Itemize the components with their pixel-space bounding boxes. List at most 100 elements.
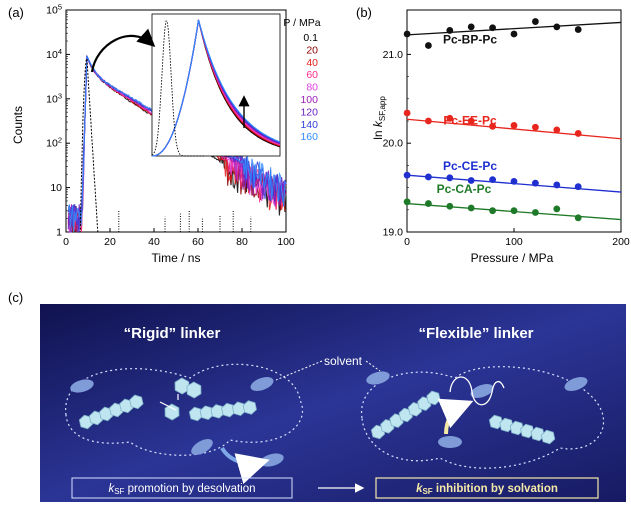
data-point-Pc-BP-Pc (553, 23, 561, 31)
data-point-Pc-EE-Pc (403, 109, 411, 117)
series-label-Pc-EE-Pc: Pc-EE-Pc (443, 114, 497, 128)
zoom-arrow (90, 28, 156, 73)
solvent-molecule (191, 439, 213, 455)
x-tick-label-a: 100 (277, 236, 295, 248)
solvation-arrow (437, 398, 474, 435)
flexible-linker-chain (449, 376, 505, 406)
x-axis-label-a: Time / ns (152, 251, 201, 265)
legend-entry-40: 40 (306, 57, 318, 69)
data-point-Pc-CE-Pc (510, 177, 518, 185)
data-point-Pc-CE-Pc (532, 179, 539, 187)
rate-series: Pc-BP-Pc Pc-EE-Pc Pc-CE-Pc Pc-CA-Pc (403, 18, 622, 222)
data-point-Pc-CA-Pc (489, 207, 496, 215)
pc-ring (530, 426, 545, 442)
promotion-box (71, 477, 293, 499)
data-point-Pc-CA-Pc (403, 198, 411, 206)
inset-irf (151, 20, 205, 157)
plot-frame-b (406, 9, 622, 233)
rigid-dimer-molecule (78, 377, 257, 430)
legend-entry-100: 100 (300, 94, 318, 106)
pc-ring (520, 423, 535, 439)
scheme-panel: “Rigid” linker “Flexible” linker solvent (40, 304, 626, 502)
tick-marks-a: 0 20 40 60 80 100 1 10 102 103 104 105 (46, 3, 295, 249)
inset-curve-160 (151, 19, 281, 157)
solvent-molecule (470, 384, 494, 398)
data-point-Pc-CA-Pc (574, 214, 582, 222)
data-point-Pc-CE-Pc (553, 181, 561, 189)
solvent-molecule (250, 377, 274, 391)
solvent-molecule (564, 377, 588, 391)
legend-title: P / MPa (283, 17, 320, 29)
y-tick-label-a: 102 (46, 136, 62, 150)
series-label-Pc-CE-Pc: Pc-CE-Pc (443, 159, 497, 173)
x-tick-label-a: 40 (148, 236, 160, 248)
solvent-molecule (366, 371, 390, 385)
data-point-Pc-CA-Pc (467, 204, 475, 212)
data-point-Pc-BP-Pc (510, 30, 518, 38)
y-axis-label-a: Counts (11, 106, 25, 144)
data-point-Pc-CE-Pc (446, 174, 454, 182)
y-tick-label-a: 1 (56, 227, 62, 239)
pc-ring (426, 390, 441, 406)
rigid-linker-title: “Rigid” linker (124, 325, 221, 342)
pc-ring (488, 414, 504, 430)
x-tick-label-a: 0 (63, 236, 69, 248)
desolvation-arrow (220, 446, 270, 484)
data-point-Pc-CE-Pc (403, 171, 411, 179)
data-point-Pc-CA-Pc (446, 202, 454, 210)
x-tick-label-b: 100 (505, 236, 523, 248)
plot-frame-a (65, 9, 287, 233)
y-tick-label-b: 20.0 (383, 138, 404, 150)
solvent-molecule (438, 436, 462, 448)
pc-ring (242, 400, 257, 415)
x-tick-label-b: 200 (612, 236, 630, 248)
data-point-Pc-EE-Pc (467, 117, 475, 125)
data-point-Pc-BP-Pc (467, 23, 475, 31)
panel-label-a: (a) (8, 5, 24, 20)
data-point-Pc-EE-Pc (532, 123, 539, 131)
x-tick-label-a: 20 (104, 236, 116, 248)
data-point-Pc-CE-Pc (489, 176, 496, 184)
data-point-Pc-CA-Pc (532, 209, 539, 216)
series-label-Pc-CA-Pc: Pc-CA-Pc (437, 182, 492, 196)
linker-ring (164, 403, 180, 421)
data-point-Pc-CA-Pc (553, 205, 561, 213)
solvent-pointer-right (365, 360, 381, 372)
legend-entry-60: 60 (306, 69, 318, 81)
data-point-Pc-BP-Pc (574, 26, 582, 33)
fit-line-Pc-BP-Pc (406, 21, 622, 36)
solvent-molecules (70, 371, 588, 467)
irf-curve (79, 56, 102, 233)
legend-entry-140: 140 (300, 119, 318, 131)
flexible-linker-title: “Flexible” linker (418, 325, 533, 342)
linker-bond (159, 401, 177, 411)
data-point-Pc-CE-Pc (574, 183, 582, 191)
y-tick-label-b: 21.0 (383, 49, 404, 61)
rigid-solvent-shell (65, 363, 303, 456)
solvent-label: solvent (324, 354, 363, 368)
legend-entry-80: 80 (306, 82, 318, 94)
legend-entry-0.1: 0.1 (303, 32, 318, 44)
inhibition-text: kSF inhibition by solvation (416, 483, 558, 496)
data-point-Pc-BP-Pc (446, 27, 454, 34)
rate-pressure-chart: 0 100 200 19.0 20.0 21.0 Pc-BP-Pc Pc-EE-Pc Pc-C… (371, 9, 630, 265)
linker-ring (174, 377, 190, 395)
data-point-Pc-EE-Pc (446, 114, 454, 122)
data-point-Pc-EE-Pc (510, 122, 518, 129)
pc-ring (540, 429, 556, 445)
y-tick-label-b: 19.0 (383, 227, 404, 239)
data-point-Pc-CE-Pc (425, 173, 432, 181)
data-point-Pc-CE-Pc (467, 177, 475, 184)
data-point-Pc-BP-Pc (489, 24, 496, 32)
y-axis-label-b: ln kSF,app (371, 96, 387, 140)
x-axis-label-b: Pressure / MPa (471, 251, 554, 265)
legend-entry-20: 20 (306, 44, 318, 56)
tick-marks-b: 0 100 200 19.0 20.0 21.0 (383, 31, 630, 248)
promotion-text: kSF promotion by desolvation (108, 483, 255, 496)
pc-ring (499, 417, 514, 433)
data-point-Pc-BP-Pc (425, 42, 432, 49)
data-point-Pc-BP-Pc (403, 30, 411, 38)
